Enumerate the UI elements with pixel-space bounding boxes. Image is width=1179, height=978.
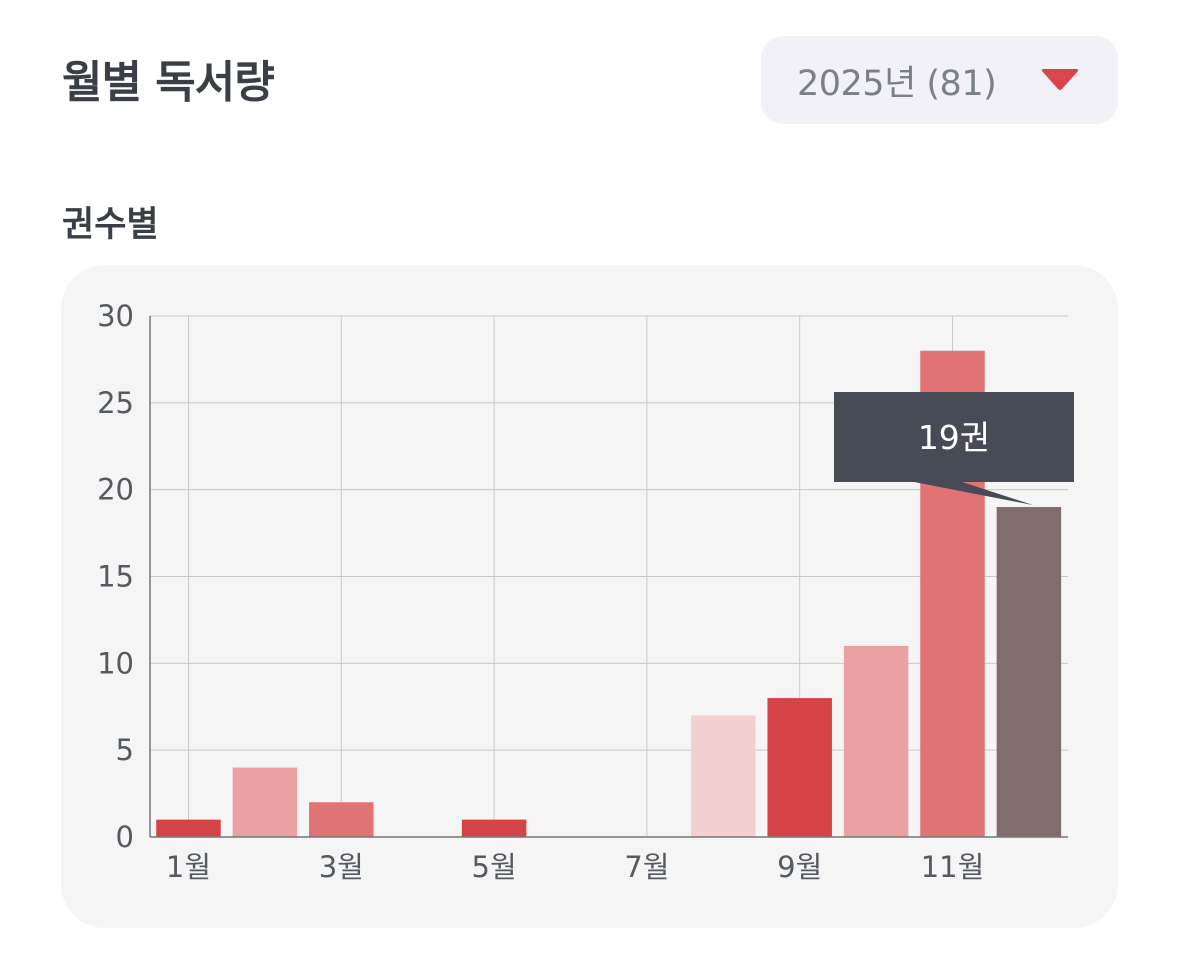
x-tick-label: 9월 bbox=[777, 850, 822, 884]
section-title: 권수별 bbox=[62, 205, 159, 245]
y-tick-label: 30 bbox=[97, 299, 134, 333]
year-select-label: 2025년 (81) bbox=[797, 63, 997, 104]
tooltip-pointer bbox=[914, 482, 1033, 506]
monthly-books-bar-chart: 0 5 10 15 20 25 30 1월 3월 5월 7월 9월 11월 19권 bbox=[97, 299, 1074, 884]
x-tick-label: 11월 bbox=[921, 850, 985, 884]
y-tick-label: 0 bbox=[116, 820, 134, 854]
bar-5월 bbox=[461, 819, 527, 837]
bar-10월 bbox=[843, 645, 909, 837]
bar-9월 bbox=[767, 698, 832, 837]
tooltip-label: 19권 bbox=[918, 418, 990, 457]
y-tick-label: 10 bbox=[97, 646, 134, 680]
bar-3월 bbox=[309, 802, 374, 837]
x-tick-label: 1월 bbox=[166, 850, 211, 884]
bar-2월 bbox=[232, 767, 298, 837]
x-tick-label: 5월 bbox=[472, 850, 517, 884]
caret-down-icon bbox=[1041, 69, 1079, 90]
y-tick-label: 15 bbox=[97, 560, 134, 594]
y-tick-label: 5 bbox=[116, 733, 134, 767]
chart-card: 0 5 10 15 20 25 30 1월 3월 5월 7월 9월 11월 19권 bbox=[61, 265, 1118, 928]
y-tick-label: 25 bbox=[97, 386, 134, 420]
bar-8월 bbox=[691, 715, 756, 837]
bar-1월 bbox=[156, 819, 221, 837]
bar-12월 bbox=[996, 507, 1062, 837]
x-tick-label: 3월 bbox=[319, 850, 364, 884]
tooltip-box bbox=[834, 392, 1074, 482]
page-title: 월별 독서량 bbox=[62, 57, 275, 108]
year-select-dropdown[interactable]: 2025년 (81) bbox=[761, 36, 1118, 124]
y-tick-label: 20 bbox=[97, 473, 134, 507]
x-tick-label: 7월 bbox=[624, 850, 669, 884]
